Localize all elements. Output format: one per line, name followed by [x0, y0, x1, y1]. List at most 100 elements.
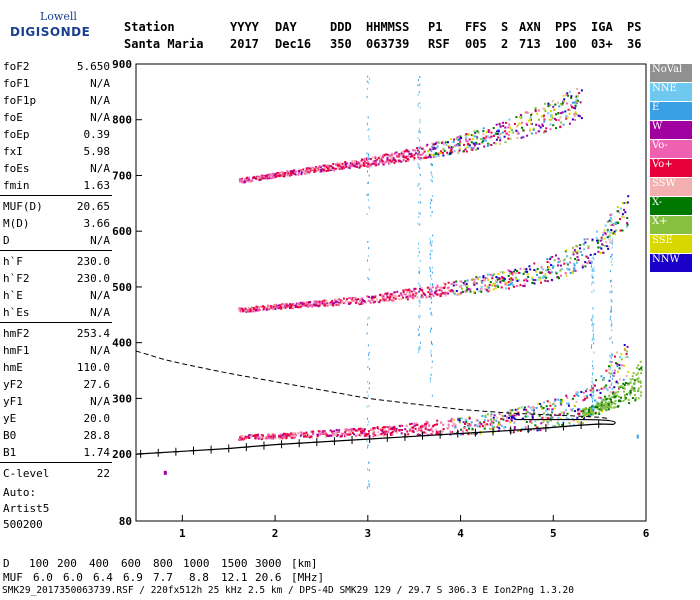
- echo-point: [290, 306, 293, 309]
- noise-point: [610, 281, 612, 284]
- echo-point: [484, 277, 487, 280]
- echo-point: [332, 302, 335, 305]
- echo-point: [288, 170, 291, 173]
- echo-point: [511, 283, 514, 286]
- echo-point: [348, 167, 351, 170]
- echo-point: [540, 417, 543, 420]
- param-row: foE N/A: [0, 109, 112, 126]
- echo-point: [283, 432, 286, 435]
- noise-point: [591, 339, 593, 342]
- echo-point: [385, 431, 388, 434]
- echo-point: [476, 425, 479, 428]
- echo-point: [555, 113, 557, 116]
- echo-point: [428, 424, 431, 427]
- noise-point: [431, 301, 433, 304]
- echo-point: [553, 400, 556, 403]
- header-value-year: 2017: [230, 37, 259, 51]
- echo-point: [625, 393, 628, 396]
- noise-point: [591, 273, 593, 276]
- noise-point: [417, 247, 419, 250]
- echo-point: [488, 286, 491, 289]
- param-divider: [0, 250, 112, 251]
- echo-point: [372, 435, 375, 438]
- noise-point: [592, 360, 594, 363]
- echo-point: [596, 230, 598, 233]
- echo-point: [514, 414, 517, 417]
- echo-point: [326, 165, 329, 168]
- echo-point: [260, 305, 263, 308]
- echo-point: [376, 158, 379, 161]
- echo-point: [629, 378, 632, 381]
- echo-point: [608, 368, 611, 371]
- echo-point: [516, 136, 519, 139]
- echo-point: [625, 375, 628, 377]
- echo-point: [616, 210, 619, 213]
- echo-point: [462, 421, 465, 424]
- echo-point: [247, 306, 250, 309]
- header-value-time: 063739: [366, 37, 410, 51]
- profile-cross: [296, 439, 303, 448]
- echo-point: [607, 371, 610, 374]
- echo-point: [391, 294, 393, 297]
- echo-point: [556, 421, 559, 424]
- echo-point: [392, 296, 395, 299]
- y-tick-label: 400: [112, 337, 132, 350]
- echo-point: [497, 136, 500, 139]
- echo-point: [401, 151, 404, 153]
- echo-point: [602, 399, 605, 402]
- echo-point: [460, 428, 463, 431]
- echo-point: [410, 295, 413, 298]
- noise-point: [419, 118, 421, 121]
- echo-point: [575, 113, 578, 115]
- echo-point: [499, 132, 502, 135]
- echo-point: [402, 296, 404, 299]
- noise-point: [368, 174, 370, 177]
- echo-point: [451, 421, 454, 424]
- echo-point: [435, 423, 438, 426]
- echo-point: [506, 416, 508, 419]
- echo-point: [415, 422, 418, 425]
- noise-point: [591, 346, 592, 349]
- echo-point: [244, 307, 247, 310]
- echo-point: [617, 395, 620, 398]
- echo-point: [478, 425, 481, 428]
- echo-point: [563, 98, 566, 101]
- echo-point: [429, 291, 431, 294]
- echo-point: [527, 275, 530, 278]
- echo-point: [343, 435, 346, 438]
- echo-point: [552, 424, 555, 427]
- echo-point: [391, 431, 394, 434]
- echo-point: [582, 410, 585, 413]
- header-label-doy: DDD: [330, 20, 352, 34]
- echo-point: [465, 421, 468, 424]
- echo-point: [333, 169, 336, 172]
- echo-point: [315, 168, 318, 171]
- echo-point: [532, 127, 535, 130]
- noise-point: [430, 290, 432, 293]
- echo-point: [482, 276, 485, 279]
- echo-point: [614, 222, 617, 225]
- noise-point: [431, 277, 433, 280]
- noise-point: [593, 281, 595, 284]
- noise-point: [419, 167, 421, 170]
- echo-point: [360, 434, 363, 437]
- echo-point: [300, 431, 303, 434]
- noise-point: [591, 380, 593, 383]
- echo-point: [389, 295, 392, 298]
- muf-table-d-label: D: [3, 557, 10, 570]
- echo-point: [450, 146, 453, 149]
- echo-point: [295, 304, 297, 307]
- echo-point: [617, 386, 620, 389]
- distance-100: 100: [29, 557, 49, 570]
- echo-point: [293, 303, 296, 306]
- echo-point: [528, 265, 531, 268]
- echo-point: [357, 433, 360, 436]
- echo-point: [360, 302, 363, 305]
- noise-point: [592, 397, 594, 399]
- echo-point: [239, 436, 242, 439]
- echo-point: [394, 294, 397, 297]
- echo-point: [553, 108, 556, 111]
- echo-point: [453, 150, 456, 153]
- echo-point: [623, 384, 626, 386]
- echo-point: [405, 296, 408, 299]
